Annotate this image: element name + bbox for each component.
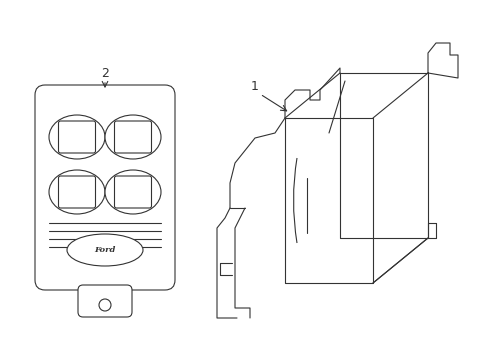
Text: 2: 2	[101, 67, 109, 80]
Text: Ford: Ford	[94, 246, 116, 254]
FancyBboxPatch shape	[114, 121, 151, 153]
FancyBboxPatch shape	[78, 285, 132, 317]
FancyBboxPatch shape	[59, 176, 95, 208]
Ellipse shape	[105, 115, 161, 159]
FancyBboxPatch shape	[35, 85, 175, 290]
Circle shape	[99, 299, 111, 311]
Ellipse shape	[49, 170, 105, 214]
Ellipse shape	[49, 115, 105, 159]
Ellipse shape	[67, 234, 142, 266]
FancyBboxPatch shape	[59, 121, 95, 153]
Text: 1: 1	[250, 80, 259, 93]
Ellipse shape	[105, 170, 161, 214]
FancyBboxPatch shape	[114, 176, 151, 208]
